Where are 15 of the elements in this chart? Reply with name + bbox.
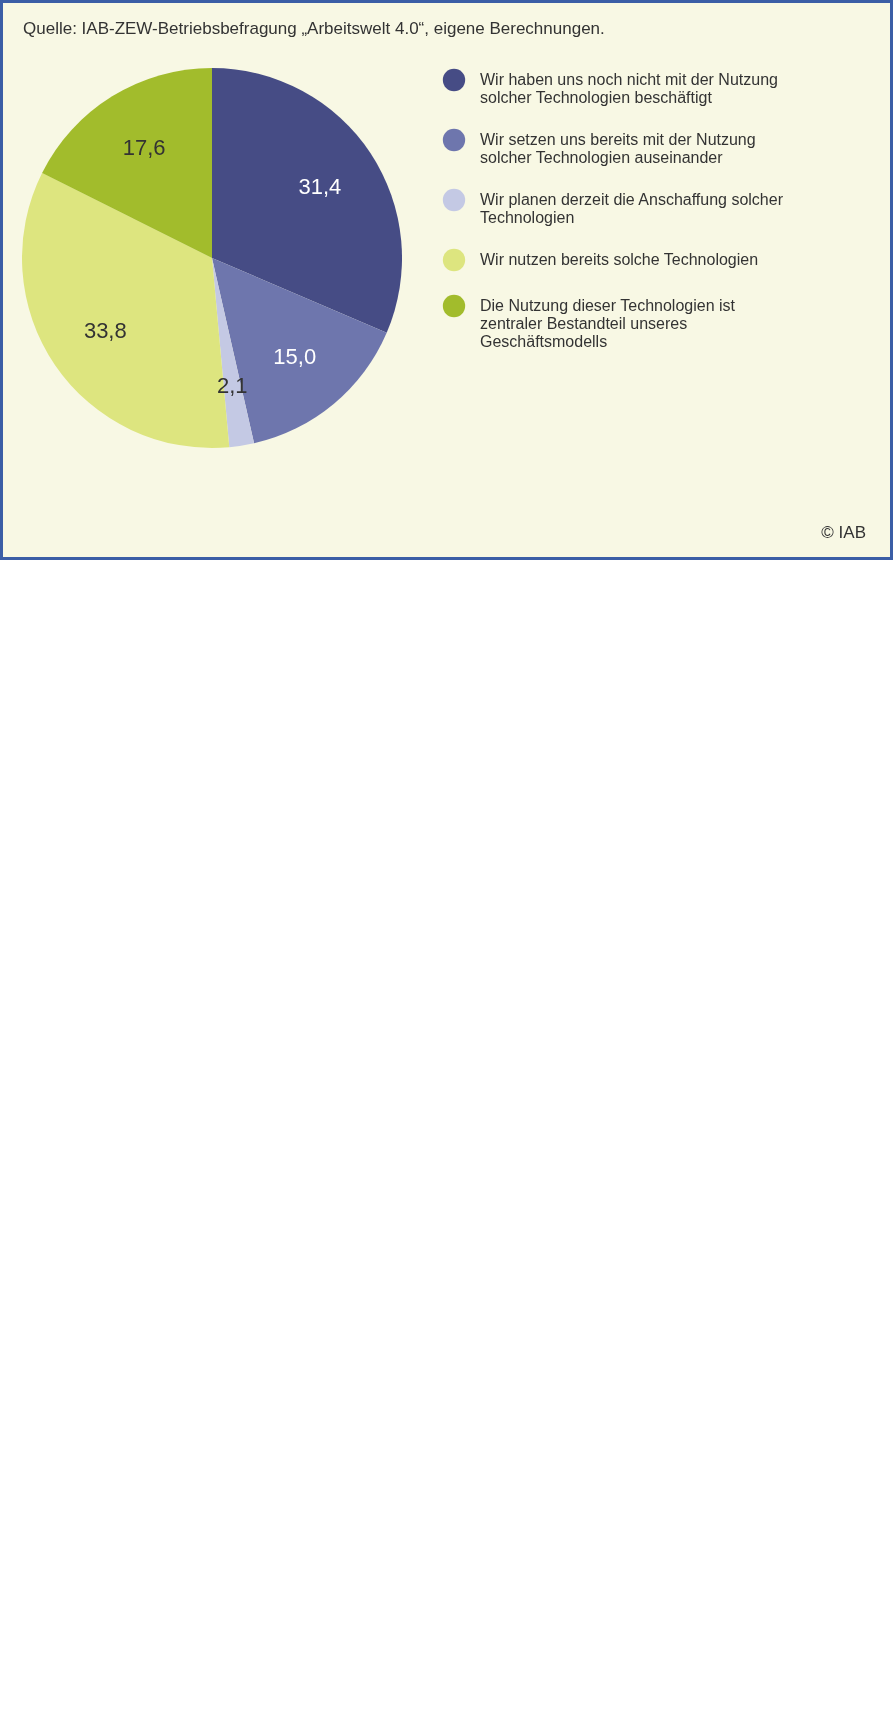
pie-slice xyxy=(42,68,212,258)
text: © IAB xyxy=(821,523,866,543)
data-label: 33,8 xyxy=(83,317,127,343)
legend-label: Wir planen derzeit die Anschaffung solcher Technologien xyxy=(480,191,784,226)
legend-label: Wir haben uns noch nicht mit der Nutzung solcher Technologien beschäftigt xyxy=(480,71,778,106)
pie-slice xyxy=(212,68,402,333)
data-label: 17,6 xyxy=(122,135,166,161)
source-note: Quelle: IAB-ZEW-Betriebsbefragung „Arbeitswelt 4.0“, eigene Berechnungen. xyxy=(23,19,605,39)
data-label: 15,0 xyxy=(273,344,317,370)
pie-slice xyxy=(212,258,387,444)
pie-slice xyxy=(212,258,255,448)
legend-label: Wir setzen uns bereits mit der Nutzung solcher Technologien auseinander xyxy=(480,131,756,166)
data-label: 31,4 xyxy=(298,173,342,199)
legend-label: Die Nutzung dieser Technologien ist zentraler Bestandteil unseres Geschäftsmodells xyxy=(480,297,736,350)
legend-label: Wir nutzen bereits solche Technologien xyxy=(480,251,759,268)
